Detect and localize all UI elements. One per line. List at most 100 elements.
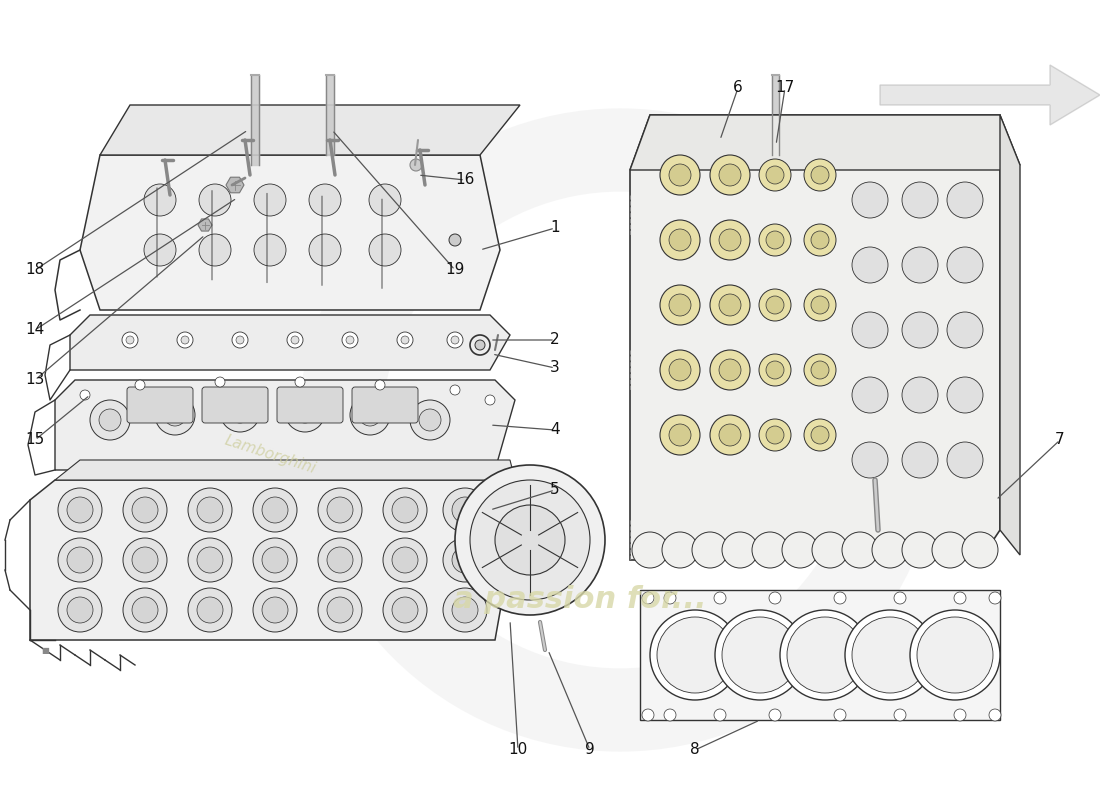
Circle shape	[715, 610, 805, 700]
Circle shape	[759, 419, 791, 451]
Circle shape	[455, 465, 605, 615]
Circle shape	[470, 480, 590, 600]
Circle shape	[947, 247, 983, 283]
Circle shape	[383, 538, 427, 582]
Circle shape	[144, 184, 176, 216]
Circle shape	[852, 442, 888, 478]
Circle shape	[123, 538, 167, 582]
Text: a passion for...: a passion for...	[453, 586, 707, 614]
Circle shape	[902, 532, 938, 568]
Circle shape	[327, 497, 353, 523]
Circle shape	[135, 380, 145, 390]
Circle shape	[669, 294, 691, 316]
Circle shape	[650, 610, 740, 700]
Circle shape	[710, 220, 750, 260]
Circle shape	[197, 547, 223, 573]
Circle shape	[804, 159, 836, 191]
Circle shape	[722, 532, 758, 568]
Circle shape	[253, 588, 297, 632]
Circle shape	[309, 234, 341, 266]
Text: 8: 8	[690, 742, 700, 758]
Circle shape	[894, 709, 906, 721]
Circle shape	[368, 184, 402, 216]
Circle shape	[664, 709, 676, 721]
Circle shape	[710, 415, 750, 455]
Circle shape	[452, 597, 478, 623]
Circle shape	[419, 409, 441, 431]
Circle shape	[375, 380, 385, 390]
Polygon shape	[55, 380, 515, 470]
Circle shape	[662, 532, 698, 568]
Circle shape	[954, 709, 966, 721]
Circle shape	[182, 336, 189, 344]
Polygon shape	[55, 460, 520, 500]
Circle shape	[692, 532, 728, 568]
Polygon shape	[630, 115, 1020, 170]
Circle shape	[811, 296, 829, 314]
Circle shape	[834, 592, 846, 604]
Circle shape	[714, 709, 726, 721]
Circle shape	[164, 404, 186, 426]
Text: 7: 7	[1055, 433, 1065, 447]
Circle shape	[122, 332, 138, 348]
Circle shape	[220, 392, 260, 432]
Text: 13: 13	[25, 373, 45, 387]
Circle shape	[852, 247, 888, 283]
Circle shape	[232, 332, 248, 348]
Polygon shape	[30, 480, 520, 640]
Circle shape	[766, 296, 784, 314]
Circle shape	[917, 617, 993, 693]
Circle shape	[188, 488, 232, 532]
Circle shape	[947, 442, 983, 478]
Circle shape	[346, 336, 354, 344]
Circle shape	[132, 497, 158, 523]
Text: 4: 4	[550, 422, 560, 438]
Circle shape	[660, 350, 700, 390]
Circle shape	[902, 312, 938, 348]
Circle shape	[759, 159, 791, 191]
Circle shape	[253, 538, 297, 582]
Circle shape	[132, 597, 158, 623]
Text: 5: 5	[550, 482, 560, 498]
Circle shape	[443, 488, 487, 532]
Circle shape	[752, 532, 788, 568]
Circle shape	[947, 377, 983, 413]
Circle shape	[123, 588, 167, 632]
Circle shape	[642, 592, 654, 604]
Circle shape	[318, 488, 362, 532]
Circle shape	[262, 547, 288, 573]
Circle shape	[852, 617, 928, 693]
Circle shape	[834, 709, 846, 721]
Circle shape	[812, 532, 848, 568]
Polygon shape	[226, 178, 244, 193]
Circle shape	[669, 229, 691, 251]
Circle shape	[769, 709, 781, 721]
Circle shape	[894, 592, 906, 604]
Circle shape	[902, 247, 938, 283]
Circle shape	[766, 231, 784, 249]
Circle shape	[58, 588, 102, 632]
Circle shape	[144, 234, 176, 266]
Circle shape	[719, 229, 741, 251]
Circle shape	[932, 532, 968, 568]
Circle shape	[254, 234, 286, 266]
Polygon shape	[630, 115, 1000, 560]
Circle shape	[318, 588, 362, 632]
FancyBboxPatch shape	[277, 387, 343, 423]
Circle shape	[327, 597, 353, 623]
Text: 2: 2	[550, 333, 560, 347]
Text: 9: 9	[585, 742, 595, 758]
Circle shape	[359, 404, 381, 426]
Circle shape	[318, 538, 362, 582]
Circle shape	[786, 617, 864, 693]
Circle shape	[397, 332, 412, 348]
Circle shape	[253, 488, 297, 532]
Circle shape	[954, 592, 966, 604]
Circle shape	[80, 390, 90, 400]
Circle shape	[327, 547, 353, 573]
Circle shape	[769, 592, 781, 604]
Circle shape	[811, 361, 829, 379]
Circle shape	[710, 285, 750, 325]
FancyBboxPatch shape	[126, 387, 192, 423]
Circle shape	[452, 547, 478, 573]
